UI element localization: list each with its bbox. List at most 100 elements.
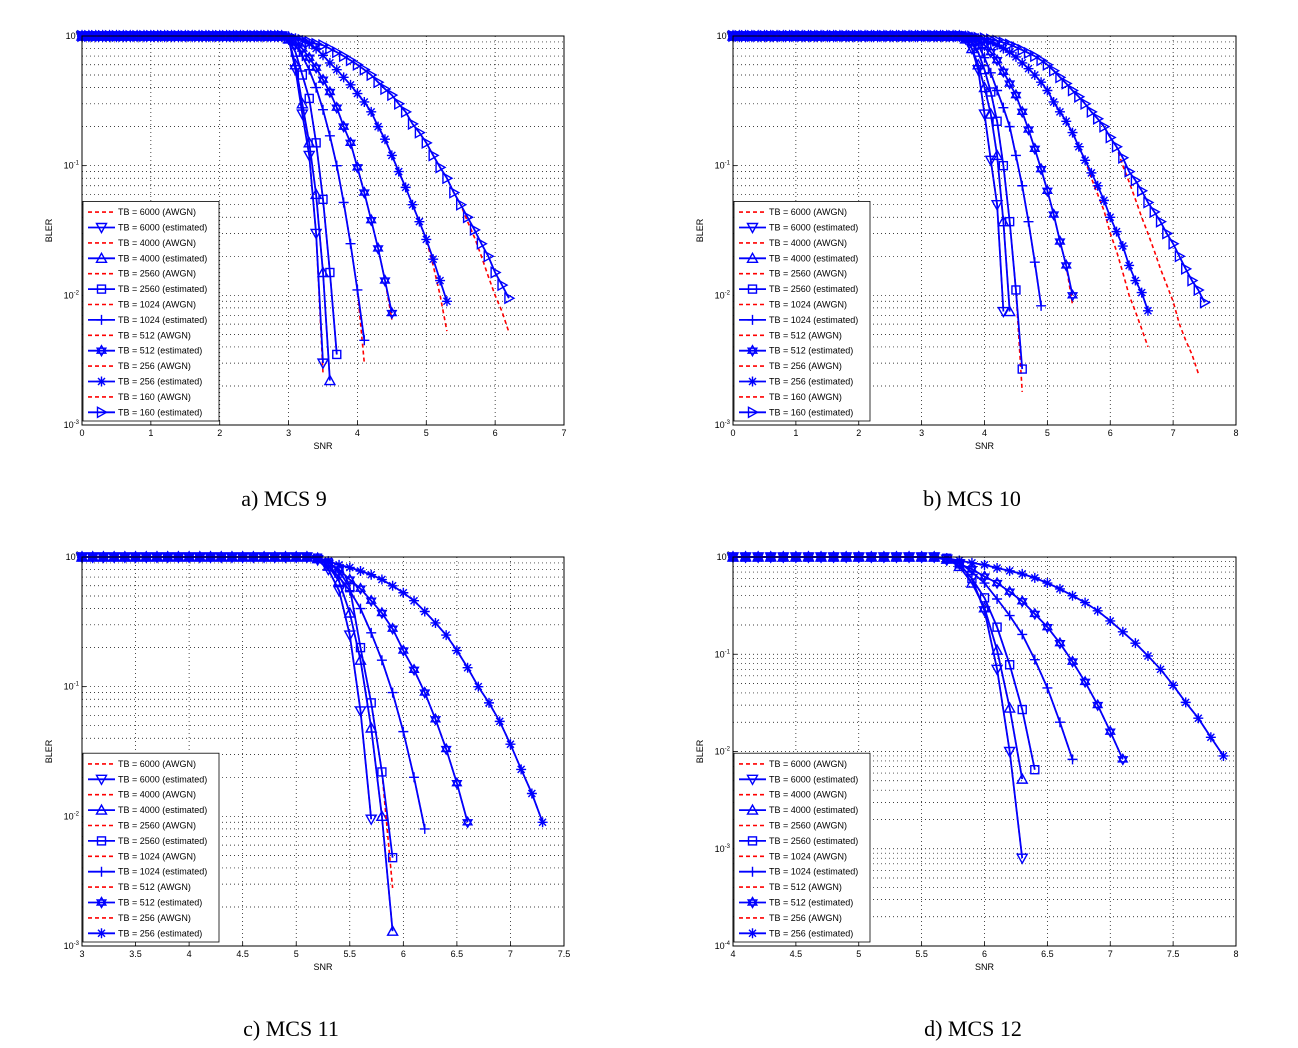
hexagram-marker — [344, 136, 357, 150]
asterisk-marker — [421, 234, 432, 245]
square-marker — [332, 349, 342, 360]
asterisk-marker — [1061, 116, 1072, 127]
triangle-right-marker — [1061, 77, 1073, 90]
asterisk-marker — [338, 72, 349, 83]
legend-item: TB = 512 (estimated) — [739, 344, 853, 358]
triangle-down-marker — [990, 664, 1004, 676]
triangle-up-marker — [746, 251, 759, 263]
triangle-right-marker — [1193, 283, 1205, 297]
asterisk-marker — [1067, 127, 1078, 138]
x-tick-label: 5 — [294, 949, 299, 959]
y-tick-label: 10-2 — [64, 811, 80, 821]
triangle-right-marker — [311, 37, 323, 51]
legend-label: TB = 4000 (estimated) — [118, 253, 207, 263]
legend-item: TB = 4000 (AWGN) — [739, 238, 847, 248]
triangle-right-marker — [973, 31, 985, 44]
square-marker — [377, 767, 387, 777]
square-marker — [747, 284, 758, 294]
hexagram-marker — [1010, 88, 1022, 102]
plus-marker — [398, 726, 409, 737]
asterisk-marker — [747, 376, 758, 387]
triangle-up-marker — [343, 606, 356, 618]
triangle-right-marker — [1023, 46, 1035, 60]
asterisk-marker — [1142, 650, 1153, 661]
asterisk-marker — [979, 35, 990, 46]
x-tick-label: 4.5 — [236, 949, 249, 959]
hexagram-marker — [365, 213, 377, 227]
triangle-down-marker — [316, 358, 330, 370]
asterisk-marker — [747, 928, 758, 939]
hexagram-marker — [338, 120, 350, 134]
hexagram-marker — [387, 622, 399, 636]
triangle-right-marker — [359, 63, 371, 76]
legend-label: TB = 1024 (estimated) — [118, 315, 207, 325]
hexagram-marker — [440, 742, 452, 756]
plus-marker — [359, 335, 370, 346]
square-marker — [355, 642, 366, 653]
square-marker — [979, 593, 990, 603]
legend-item: TB = 256 (AWGN) — [88, 361, 191, 371]
x-axis-label: SNR — [313, 441, 333, 451]
legend-label: TB = 2560 (estimated) — [118, 836, 207, 846]
hexagram-marker — [1066, 655, 1079, 669]
legend-item: TB = 4000 (AWGN) — [88, 238, 196, 248]
triangle-up-marker — [990, 643, 1004, 655]
triangle-right-marker — [332, 46, 344, 59]
legend-item: TB = 6000 (estimated) — [88, 223, 207, 234]
legend-item: TB = 256 (AWGN) — [88, 913, 191, 923]
plus-marker — [1004, 121, 1015, 132]
x-tick-label: 3.5 — [129, 949, 142, 959]
x-tick-label: 6 — [493, 428, 498, 438]
asterisk-marker — [359, 96, 370, 107]
asterisk-marker — [96, 928, 107, 939]
legend-label: TB = 1024 (AWGN) — [769, 851, 847, 861]
triangle-down-marker — [95, 774, 108, 786]
asterisk-marker — [1130, 275, 1141, 286]
hexagram-marker — [419, 686, 431, 699]
hexagram-marker — [376, 606, 388, 620]
legend-item: TB = 512 (AWGN) — [739, 882, 842, 892]
hexagram-marker — [344, 573, 356, 586]
legend-item: TB = 4000 (estimated) — [739, 803, 858, 815]
legend-label: TB = 4000 (estimated) — [769, 805, 858, 815]
asterisk-marker — [373, 121, 384, 132]
hexagram-marker — [379, 274, 391, 287]
triangle-up-marker — [309, 187, 323, 200]
triangle-right-marker — [476, 237, 488, 250]
plus-marker — [387, 687, 398, 698]
triangle-up-marker — [984, 107, 997, 119]
asterisk-marker — [1017, 57, 1028, 68]
legend-item: TB = 512 (AWGN) — [88, 882, 191, 892]
asterisk-marker — [324, 57, 335, 68]
legend-item: TB = 160 (AWGN) — [88, 392, 191, 402]
legend-label: TB = 512 (AWGN) — [118, 882, 191, 892]
legend-item: TB = 2560 (AWGN) — [88, 821, 196, 831]
plus-marker — [1042, 682, 1053, 693]
triangle-up-marker — [746, 803, 759, 815]
legend-label: TB = 6000 (AWGN) — [769, 759, 847, 769]
asterisk-marker — [998, 43, 1009, 54]
legend-label: TB = 256 (estimated) — [769, 377, 853, 387]
legend-item: TB = 512 (estimated) — [739, 896, 853, 909]
plus-marker — [409, 772, 420, 783]
triangle-right-marker — [1143, 196, 1155, 209]
triangle-right-marker — [442, 172, 454, 185]
asterisk-marker — [979, 559, 990, 570]
y-tick-label: 10-3 — [715, 844, 731, 854]
asterisk-marker — [1042, 85, 1053, 96]
plus-marker — [96, 314, 107, 325]
triangle-right-marker — [1055, 71, 1067, 84]
triangle-up-marker — [1003, 305, 1016, 317]
hexagram-marker — [310, 61, 322, 75]
x-tick-label: 4 — [730, 949, 735, 959]
legend-item: TB = 6000 (AWGN) — [739, 759, 847, 769]
triangle-right-marker — [1036, 54, 1048, 67]
triangle-right-marker — [304, 35, 316, 49]
asterisk-marker — [484, 697, 495, 708]
legend-item: TB = 1024 (estimated) — [88, 866, 207, 877]
triangle-right-marker — [1030, 49, 1042, 63]
x-tick-label: 6.5 — [1041, 949, 1054, 959]
triangle-up-marker — [990, 148, 1004, 161]
square-marker — [96, 836, 107, 846]
asterisk-marker — [1218, 750, 1229, 761]
